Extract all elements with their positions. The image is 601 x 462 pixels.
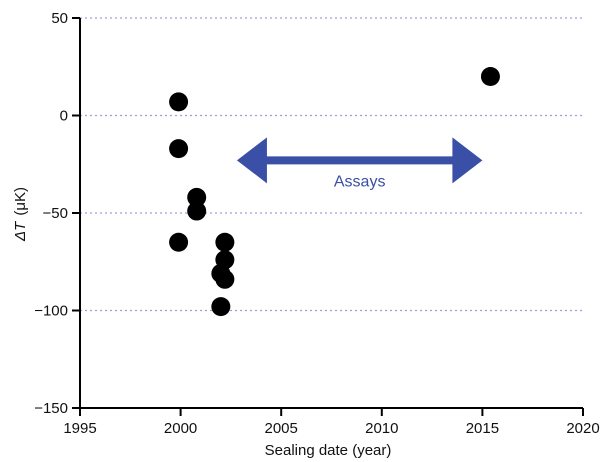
- double-arrow: [236, 137, 483, 184]
- assays-label: Assays: [334, 173, 386, 190]
- y-axis-symbol: ΔT: [12, 220, 29, 242]
- data-point: [187, 187, 207, 207]
- x-tick-label: 2005: [265, 420, 298, 437]
- tick-marks: [72, 17, 584, 416]
- data-point: [169, 139, 189, 159]
- data-point: [215, 269, 235, 289]
- x-tick-label: 1995: [63, 420, 96, 437]
- y-tick-label: −100: [34, 303, 68, 320]
- data-point: [187, 201, 207, 221]
- y-tick-label: 0: [60, 108, 68, 125]
- y-tick-label: −50: [43, 205, 68, 222]
- data-point: [169, 92, 189, 112]
- x-tick-label: 2000: [164, 420, 197, 437]
- x-tick-label: 2020: [566, 420, 599, 437]
- data-point: [211, 297, 231, 317]
- y-tick-label: 50: [51, 10, 68, 27]
- data-points: [169, 67, 500, 317]
- grid-lines: [80, 17, 583, 312]
- x-tick-label: 2010: [365, 420, 398, 437]
- y-axis-label: ΔT (μK): [12, 187, 29, 242]
- x-axis-label: Sealing date (year): [265, 442, 392, 459]
- data-point: [169, 232, 189, 252]
- data-point: [480, 67, 500, 86]
- x-tick-label: 2015: [466, 420, 499, 437]
- data-point: [215, 232, 235, 252]
- y-tick-label: −150: [34, 400, 68, 417]
- y-axis-unit: (μK): [12, 187, 29, 216]
- assays-annotation: Assays: [236, 137, 483, 190]
- tick-labels: 50 0 −50 −100 −150 1995 2000 2005 2010 2015 2020: [34, 10, 599, 437]
